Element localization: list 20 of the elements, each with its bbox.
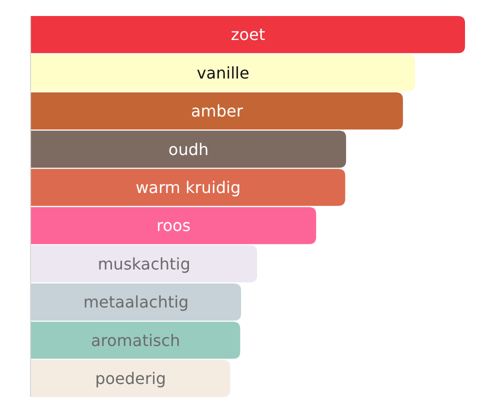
y-tick-label: oudh [168,140,209,159]
bar [31,245,258,282]
y-tick-label: aromatisch [90,330,180,350]
bar [31,92,403,130]
y-tick-label: warm kruidig [136,178,241,197]
bar [31,16,465,54]
y-tick-label: poederig [95,369,166,388]
y-tick-label: metaalachtig [83,292,189,312]
bar [31,322,240,359]
bar [31,54,416,92]
bar [31,360,230,397]
bar [31,130,346,168]
bar [31,207,316,244]
y-tick-label: vanille [196,63,250,82]
y-tick-label: muskachtig [98,254,190,274]
y-tick-label: amber [190,102,244,121]
bar [31,168,346,206]
bar [31,284,242,321]
y-tick-label: roos [156,216,191,236]
y-tick-label: zoet [230,25,266,44]
